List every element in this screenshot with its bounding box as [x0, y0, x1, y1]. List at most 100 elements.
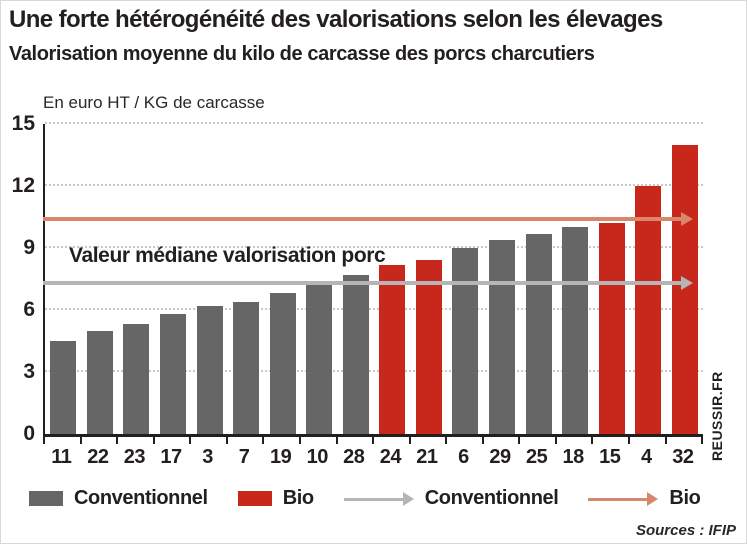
- bar-cell: [82, 124, 119, 434]
- bar-cell: [228, 124, 265, 434]
- bar-cell: [301, 124, 338, 434]
- x-axis-label: 21: [416, 446, 438, 468]
- bar-cell: [191, 124, 228, 434]
- x-tick: [118, 437, 155, 444]
- reussir-watermark: REUSSIR.FR: [709, 371, 725, 461]
- gridline: [45, 122, 703, 124]
- x-tick: [484, 437, 521, 444]
- y-tick-label: 6: [23, 298, 35, 321]
- x-axis-label: 6: [458, 446, 469, 468]
- x-tick: [667, 437, 704, 444]
- bar-conventionnel: [50, 341, 77, 434]
- legend-label: Conventionnel: [424, 487, 559, 509]
- x-axis-label: 15: [599, 446, 621, 468]
- bar-conventionnel: [306, 283, 333, 434]
- x-axis-label: 4: [640, 446, 652, 468]
- x-axis-label: 19: [270, 446, 292, 468]
- legend-arrow-icon: [343, 491, 414, 506]
- arrowhead-icon: [681, 276, 693, 291]
- x-tick: [228, 437, 265, 444]
- x-axis-label: 25: [525, 446, 548, 468]
- x-tick: [520, 437, 557, 444]
- bar-cell: [155, 124, 192, 434]
- bar-cell: [374, 124, 411, 434]
- y-tick-label: 12: [11, 174, 35, 197]
- x-tick: [338, 437, 375, 444]
- gridline: [45, 184, 703, 186]
- bar-conventionnel: [86, 330, 113, 434]
- x-tick: [264, 437, 301, 444]
- source-credit: Sources : IFIP: [635, 522, 736, 539]
- bar-bio: [598, 223, 625, 434]
- bar-cell: [520, 124, 557, 434]
- legend-swatch-icon: [29, 491, 63, 506]
- legend-arrow-icon: [588, 491, 659, 506]
- x-axis-label: 28: [343, 446, 365, 468]
- bar-cell: [264, 124, 301, 434]
- bar-conventionnel: [233, 301, 260, 434]
- bar-cell: [338, 124, 375, 434]
- bar-conventionnel: [452, 248, 479, 434]
- gridline: [45, 370, 703, 372]
- bar-conventionnel: [269, 293, 296, 434]
- bar-cell: [45, 124, 82, 434]
- x-tick: [45, 437, 82, 444]
- bar-conventionnel: [196, 305, 223, 434]
- x-axis-label: 24: [379, 446, 402, 468]
- bar-cell: [593, 124, 630, 434]
- x-tick: [301, 437, 338, 444]
- legend-item-conventionnel: Conventionnel: [343, 487, 559, 510]
- x-tick: [155, 437, 192, 444]
- x-axis-labels: 11 22 23 17 3 7 19 10 28 24 21 6 29 25 18 15 4 32: [43, 446, 701, 469]
- y-tick-label: 9: [23, 236, 35, 259]
- x-axis-label: 11: [51, 446, 72, 468]
- bar-conventionnel: [123, 324, 150, 434]
- arrowhead-icon: [681, 212, 693, 227]
- x-axis-label: 32: [672, 446, 694, 468]
- y-tick-label: 0: [23, 422, 35, 445]
- legend-swatch-icon: [237, 491, 272, 506]
- bar-conventionnel: [525, 233, 552, 434]
- y-tick-label: 3: [23, 360, 35, 383]
- gridline: [45, 308, 703, 310]
- plot-area: Valeur médiane valorisation porc: [43, 122, 703, 437]
- x-tick: [630, 437, 667, 444]
- y-axis-unit-label: En euro HT / KG de carcasse: [43, 93, 265, 112]
- legend-item-bio: Bio: [237, 487, 314, 510]
- bar-cell: [630, 124, 667, 434]
- x-axis-label: 7: [238, 446, 250, 468]
- gridline: [45, 246, 703, 248]
- legend-item-conventionnel: Conventionnel: [29, 487, 208, 510]
- x-tick: [447, 437, 484, 444]
- bar-cell: [411, 124, 448, 434]
- bar-cell: [557, 124, 594, 434]
- x-tick: [593, 437, 630, 444]
- x-tick: [82, 437, 119, 444]
- x-tick: [374, 437, 411, 444]
- x-tick: [191, 437, 228, 444]
- bar-bio: [415, 260, 442, 434]
- bar-cell: [484, 124, 521, 434]
- legend-label: Bio: [282, 487, 314, 509]
- median-annotation: Valeur médiane valorisation porc: [69, 244, 386, 267]
- x-axis-label: 18: [562, 446, 585, 468]
- bar-bio: [635, 186, 662, 434]
- bar-conventionnel: [159, 314, 186, 434]
- x-axis-label: 22: [87, 446, 109, 468]
- bar-series: [45, 124, 703, 434]
- x-axis-label: 23: [123, 446, 146, 468]
- legend-item-bio: Bio: [588, 487, 701, 510]
- bar-conventionnel: [342, 274, 369, 434]
- y-tick-label: 15: [11, 112, 35, 135]
- x-axis-label: 3: [202, 446, 213, 468]
- x-axis-ticks: [43, 437, 704, 444]
- legend: Conventionnel Bio Conventionnel Bio: [29, 487, 701, 510]
- chart-title: Une forte hétérogénéité des valorisation…: [9, 6, 663, 33]
- bar-conventionnel: [562, 227, 589, 434]
- x-axis-label: 17: [160, 446, 182, 468]
- chart-subtitle: Valorisation moyenne du kilo de carcasse…: [9, 43, 595, 65]
- x-tick: [411, 437, 448, 444]
- bar-cell: [447, 124, 484, 434]
- legend-label: Conventionnel: [74, 487, 208, 509]
